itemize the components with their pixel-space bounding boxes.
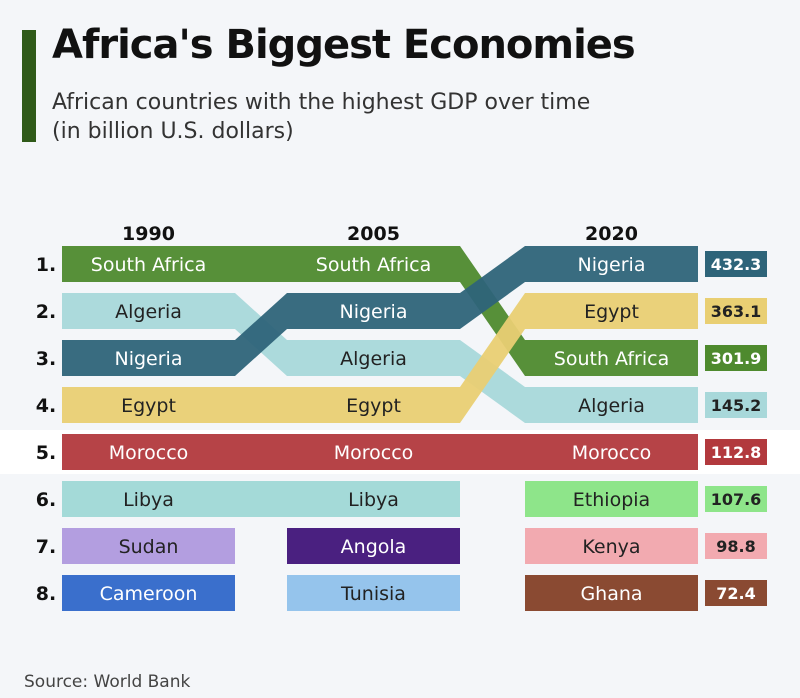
gdp-value-bg — [705, 345, 767, 371]
gdp-value-label: 301.9 — [711, 349, 762, 368]
box-ethiopia-2020 — [525, 481, 698, 517]
gdp-value-label: 363.1 — [711, 302, 762, 321]
country-label: Tunisia — [340, 583, 406, 605]
country-label: Ghana — [580, 583, 642, 605]
country-label: Ethiopia — [573, 489, 650, 511]
box-ghana-2020 — [525, 575, 698, 611]
gdp-value-label: 98.8 — [716, 537, 755, 556]
axis-labels: 1990 2005 2020 1. 2. 3. 4. 5. 6. 7. 8. — [36, 223, 638, 605]
gdp-value-label: 112.8 — [711, 443, 762, 462]
gdp-value-tag: 363.1 — [705, 298, 767, 324]
source-note: Source: World Bank — [24, 672, 191, 692]
country-label: Egypt — [121, 395, 176, 417]
box-tunisia-2005 — [287, 575, 460, 611]
chart-title: Africa's Biggest Economies — [52, 22, 636, 68]
gdp-value-label: 107.6 — [711, 490, 762, 509]
subtitle-line-1: African countries with the highest GDP o… — [52, 90, 591, 115]
country-label: Nigeria — [578, 254, 646, 276]
year-header-1990: 1990 — [122, 223, 175, 245]
connected-bands — [0, 246, 800, 474]
country-label: South Africa — [316, 254, 431, 276]
rank-label: 8. — [36, 583, 56, 605]
band-south-africa — [62, 246, 698, 376]
gdp-value-bg — [705, 533, 767, 559]
country-label: Libya — [123, 489, 174, 511]
country-label: South Africa — [554, 348, 669, 370]
country-label: Algeria — [340, 348, 407, 370]
rank-label: 1. — [36, 254, 56, 276]
country-label: Algeria — [115, 301, 182, 323]
country-label: Libya — [348, 489, 399, 511]
country-label: Algeria — [578, 395, 645, 417]
gdp-value-bg — [705, 298, 767, 324]
country-label: Nigeria — [115, 348, 183, 370]
rank-label: 3. — [36, 348, 56, 370]
gdp-value-bg — [705, 251, 767, 277]
country-label: Kenya — [582, 536, 640, 558]
rank-label: 6. — [36, 489, 56, 511]
subtitle-line-2: (in billion U.S. dollars) — [52, 119, 294, 144]
gdp-value-tag: 98.8 — [705, 533, 767, 559]
box-sudan-1990 — [62, 528, 235, 564]
box-angola-2005 — [287, 528, 460, 564]
rank-label: 2. — [36, 301, 56, 323]
gdp-value-bg — [705, 580, 767, 606]
gdp-value-bg — [705, 439, 767, 465]
gdp-value-tag: 432.3 — [705, 251, 767, 277]
band-egypt — [62, 293, 698, 423]
rank-label: 5. — [36, 442, 56, 464]
gdp-value-bg — [705, 392, 767, 418]
country-label: Morocco — [572, 442, 652, 464]
country-label: Nigeria — [340, 301, 408, 323]
country-label: Cameroon — [100, 583, 198, 605]
box-kenya-2020 — [525, 528, 698, 564]
year-header-2005: 2005 — [347, 223, 400, 245]
band-nigeria — [62, 246, 698, 376]
country-label: Morocco — [109, 442, 189, 464]
country-labels: South Africa Algeria Nigeria Egypt Morocco Li… — [91, 251, 767, 606]
country-label: Morocco — [334, 442, 414, 464]
gdp-value-tag: 112.8 — [705, 439, 767, 465]
band-algeria — [62, 293, 698, 423]
gdp-value-label: 72.4 — [716, 584, 755, 603]
gdp-value-tag: 72.4 — [705, 580, 767, 606]
country-label: South Africa — [91, 254, 206, 276]
unconnected-boxes — [62, 481, 698, 611]
gdp-value-tag: 145.2 — [705, 392, 767, 418]
box-libya-1990 — [62, 481, 460, 517]
box-cameroon-1990 — [62, 575, 235, 611]
country-label: Sudan — [119, 536, 179, 558]
year-header-2020: 2020 — [585, 223, 638, 245]
gdp-value-bg — [705, 486, 767, 512]
band-morocco — [62, 434, 698, 470]
chart-subtitle: African countries with the highest GDP o… — [52, 88, 752, 146]
gdp-value-label: 145.2 — [711, 396, 762, 415]
country-label: Egypt — [346, 395, 401, 417]
gdp-value-tag: 107.6 — [705, 486, 767, 512]
rank-label: 4. — [36, 395, 56, 417]
rank-label: 7. — [36, 536, 56, 558]
gdp-value-tag: 301.9 — [705, 345, 767, 371]
title-accent-bar — [22, 30, 36, 142]
gdp-value-label: 432.3 — [711, 255, 762, 274]
country-label: Angola — [341, 536, 407, 558]
country-label: Egypt — [584, 301, 639, 323]
